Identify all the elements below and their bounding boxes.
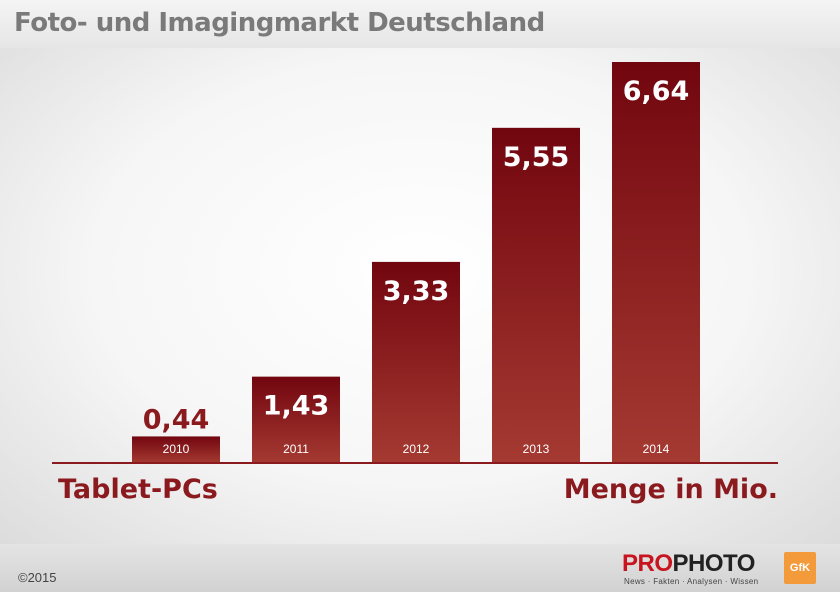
category-label-2014: 2014 <box>643 442 670 456</box>
bar-2014 <box>612 62 700 463</box>
chart-title: Foto- und Imagingmarkt Deutschland <box>14 8 545 38</box>
brand-part-1: PRO <box>622 550 673 577</box>
left-series-label: Tablet-PCs <box>58 474 218 505</box>
value-label-2014: 6,64 <box>623 76 690 107</box>
bar-2011 <box>252 376 340 463</box>
category-label-2012: 2012 <box>403 442 430 456</box>
bar-2013 <box>492 127 580 463</box>
value-label-2011: 1,43 <box>263 391 330 422</box>
value-label-2010: 0,44 <box>143 404 210 435</box>
category-label-2013: 2013 <box>523 442 550 456</box>
right-unit-label: Menge in Mio. <box>564 474 778 505</box>
value-label-2013: 5,55 <box>503 142 570 173</box>
brand-tagline: News · Fakten · Analysen · Wissen <box>624 577 759 586</box>
prophoto-logo: PROPHOTO <box>622 550 755 578</box>
copyright-text: ©2015 <box>18 570 57 585</box>
brand-part-2: PHOTO <box>672 550 756 577</box>
category-label-2011: 2011 <box>283 442 309 456</box>
category-label-2010: 2010 <box>163 442 190 456</box>
bar-2012 <box>372 261 460 463</box>
header: Foto- und Imagingmarkt Deutschland <box>0 0 840 48</box>
gfk-logo: GfK <box>784 552 816 584</box>
footer: ©2015 PROPHOTO News · Fakten · Analysen … <box>0 544 840 592</box>
value-label-2012: 3,33 <box>383 276 450 307</box>
bar-2010 <box>132 436 220 463</box>
